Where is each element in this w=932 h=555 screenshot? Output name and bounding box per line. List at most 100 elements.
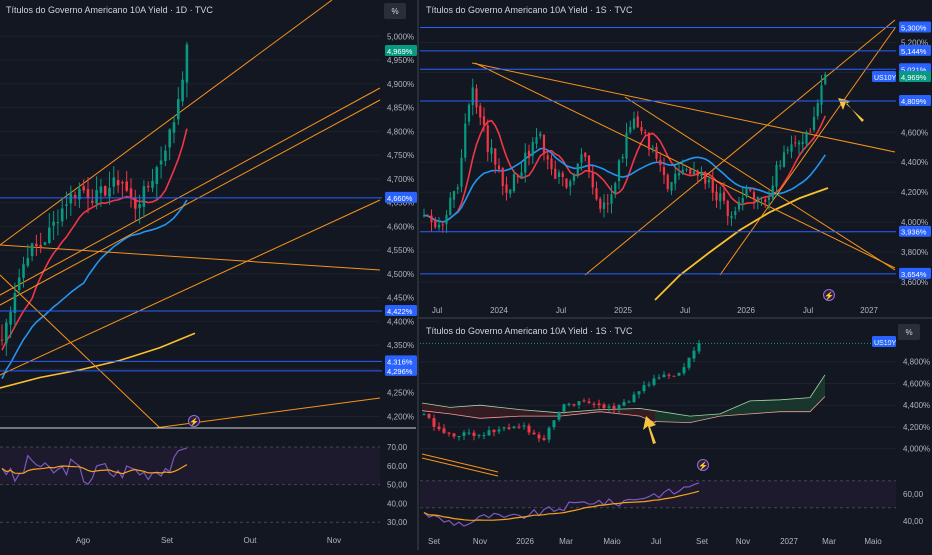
panel-weekly-top-candles	[422, 71, 827, 233]
candle-body	[542, 134, 546, 154]
candle-body	[151, 180, 154, 188]
cloud-span-a	[421, 374, 826, 417]
candle-body	[185, 44, 189, 83]
candle-body	[764, 199, 767, 203]
candle-body	[512, 174, 516, 192]
time-tick-label: Maio	[603, 537, 621, 546]
candle-body	[687, 357, 691, 368]
time-tick-label: 2027	[780, 537, 798, 546]
trendline[interactable]	[0, 99, 381, 306]
candle-body	[177, 99, 180, 120]
trendline[interactable]	[0, 199, 381, 376]
candle-body	[582, 400, 586, 402]
candle-body	[512, 426, 516, 429]
candle-body	[647, 384, 651, 386]
candle-body	[640, 126, 643, 132]
trendline[interactable]	[0, 274, 161, 429]
percent-toggle-button[interactable]	[898, 324, 920, 340]
candle-body	[497, 429, 501, 432]
candle-body	[790, 144, 793, 152]
candle-body	[172, 122, 176, 133]
candle-body	[497, 165, 501, 170]
price-tick-label: 3,600%	[901, 278, 928, 287]
time-tick-label: Mar	[822, 537, 836, 546]
trendline[interactable]	[474, 62, 896, 269]
candle-body	[767, 197, 771, 200]
candle-body	[464, 123, 467, 158]
candle-body	[507, 427, 511, 429]
candle-body	[632, 394, 636, 402]
trendline[interactable]	[0, 87, 381, 296]
price-tick-label: 4,800%	[903, 358, 930, 367]
trendline[interactable]	[0, 244, 381, 271]
panel-daily-time-axis[interactable]: Ago Set Out Nov	[76, 536, 341, 545]
candle-body	[467, 104, 471, 122]
time-tick-label: Out	[244, 536, 258, 545]
candle-body	[756, 196, 759, 200]
candle-body	[805, 131, 808, 144]
price-label-badge	[385, 44, 417, 56]
candle-body	[441, 224, 444, 226]
panel-weekly-top-time-axis[interactable]: Jul 2024 Jul 2025 Jul 2026 Jul 2027	[432, 306, 879, 315]
arrow-annotation[interactable]	[838, 98, 864, 122]
time-tick-label: 2026	[516, 537, 534, 546]
candle-body	[479, 105, 482, 118]
candle-body	[655, 146, 658, 159]
candle-body	[502, 427, 506, 429]
candle-body	[9, 311, 12, 325]
price-label-text: 4,660%	[387, 194, 413, 203]
candle-body	[125, 181, 128, 191]
arrow-annotation[interactable]	[643, 416, 656, 444]
candle-body	[522, 425, 526, 427]
price-tick-label: 4,200%	[901, 188, 928, 197]
candle-body	[86, 189, 90, 198]
price-label-text: 3,936%	[901, 228, 927, 237]
candle-body	[737, 201, 741, 210]
candle-body	[437, 224, 441, 228]
trendline[interactable]	[421, 453, 499, 473]
lightning-icon[interactable]	[697, 459, 709, 471]
candle-body	[520, 172, 523, 178]
candle-body	[449, 197, 452, 216]
price-tick-label: 4,000%	[901, 218, 928, 227]
candle-body	[112, 177, 116, 187]
candle-body	[749, 188, 752, 191]
candle-body	[617, 160, 621, 182]
panel-weekly-bottom-time-axis[interactable]: Set Nov 2026 Mar Maio Jul Set Nov 2027 Mar Maio	[428, 537, 882, 546]
trendline[interactable]	[584, 19, 896, 276]
candle-body	[587, 155, 591, 173]
price-label-text: 4,969%	[387, 47, 413, 56]
candle-body	[490, 147, 493, 154]
trendline[interactable]	[471, 62, 896, 153]
panel-weekly-bottom-price-axis[interactable]: 4,800%4,600%4,400%4,200%4,000%US10Y	[420, 336, 930, 454]
candle-body	[637, 391, 641, 395]
trendline[interactable]	[0, 0, 333, 246]
candle-body	[134, 197, 137, 209]
trendline[interactable]	[624, 96, 896, 271]
rsi-tick-label: 30,00	[387, 518, 408, 527]
panel-weekly-top-price-axis[interactable]: 5,200%5,000%4,600%4,400%4,200%4,000%3,80…	[420, 21, 931, 287]
rsi-tick-label: 40,00	[387, 499, 408, 508]
moving-average-yellow	[0, 332, 196, 389]
candle-body	[809, 131, 812, 133]
candle-body	[432, 418, 436, 427]
lightning-icon[interactable]	[188, 415, 200, 427]
ichimoku-cloud	[421, 374, 826, 424]
time-tick-label: 2025	[614, 306, 632, 315]
percent-toggle-button[interactable]	[384, 3, 406, 19]
cloud-segment	[422, 403, 655, 423]
candle-body	[662, 374, 666, 378]
panel-daily-price-axis[interactable]: 5,000% 4,950% 4,900% 4,850% 4,800% 4,750% 4,70…	[0, 32, 417, 421]
candle-body	[129, 188, 133, 199]
price-label-text: 4,809%	[901, 97, 927, 106]
trendline[interactable]	[421, 457, 499, 477]
lightning-icon-glyph: ⚡	[189, 417, 199, 427]
candle-body	[824, 74, 827, 85]
candle-body	[524, 152, 527, 173]
candle-body	[30, 243, 34, 257]
candle-body	[771, 185, 774, 199]
lightning-icon[interactable]	[823, 289, 835, 301]
rsi-tick-label: 60,00	[903, 490, 924, 499]
candle-body	[741, 198, 744, 203]
candle-body	[103, 185, 107, 196]
